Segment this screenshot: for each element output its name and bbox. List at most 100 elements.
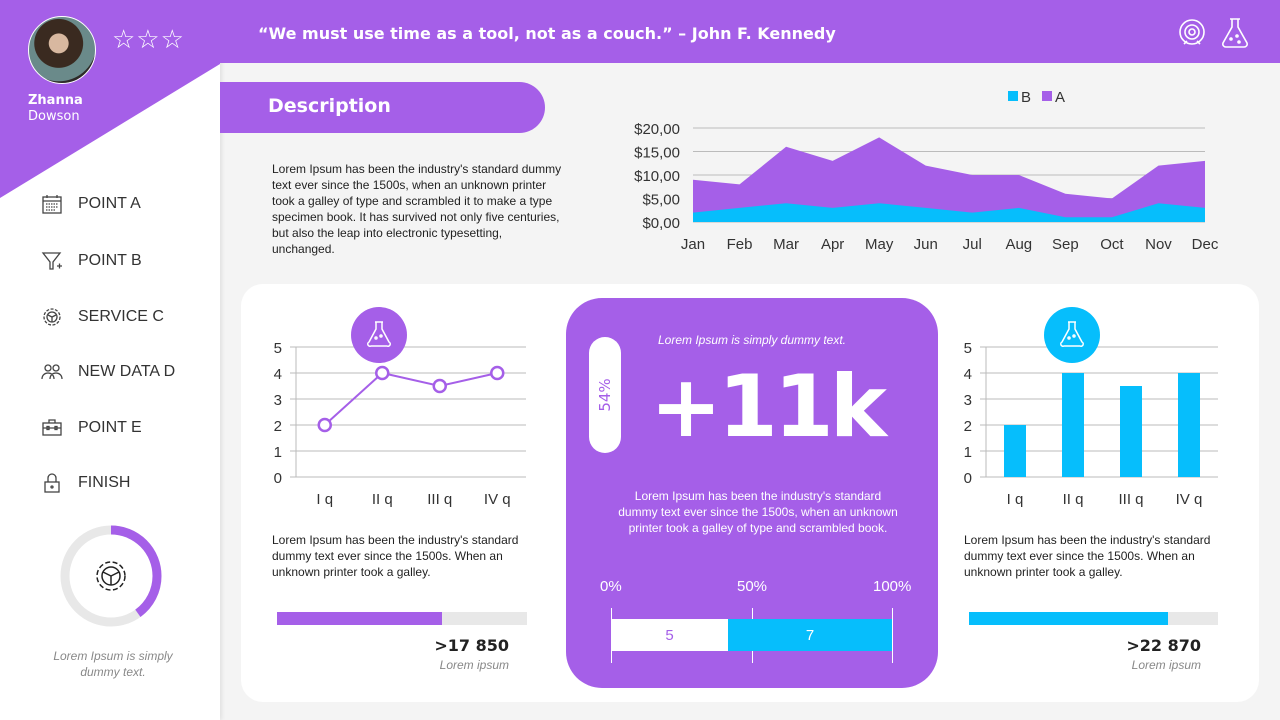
highlight-card: Lorem Ipsum is simply dummy text. 54% +1… — [566, 298, 938, 688]
y-tick-label: 3 — [964, 392, 972, 409]
progress-donut — [60, 525, 162, 627]
sidebar-item-label: FINISH — [78, 474, 131, 491]
flask-icon — [1060, 321, 1084, 347]
description-text: Lorem Ipsum has been the industry's stan… — [272, 162, 562, 256]
x-tick-label: Jun — [914, 236, 938, 253]
x-tick-label: Nov — [1145, 236, 1172, 253]
line-series — [324, 371, 498, 426]
flask-outline — [1060, 321, 1084, 347]
toolbox-icon — [42, 419, 62, 436]
y-tick-label: $0,00 — [642, 215, 680, 232]
flask-bubble — [1067, 336, 1071, 340]
sidebar-item-label: SERVICE C — [78, 308, 164, 325]
left-panel-caption: Lorem ipsum — [439, 658, 509, 672]
bar — [1062, 373, 1084, 477]
flask-outline — [367, 321, 391, 347]
data-point — [490, 365, 505, 381]
y-tick-label: 4 — [964, 366, 972, 383]
y-tick-label: 2 — [964, 418, 972, 435]
y-tick-label: $15,00 — [634, 145, 680, 162]
x-tick-label: May — [865, 236, 894, 253]
x-tick-label: Dec — [1192, 236, 1219, 253]
flask-bubble — [374, 336, 378, 340]
highlight-text: Lorem Ipsum has been the industry's stan… — [618, 489, 898, 535]
sidebar-item-new-data-d[interactable]: NEW DATA D — [40, 360, 175, 384]
scale-label-50: 50% — [737, 578, 768, 595]
sidebar-item-label: POINT E — [78, 419, 142, 436]
header-quote: “We must use time as a tool, not as a co… — [258, 24, 836, 43]
split-bar: 5 7 — [611, 619, 892, 651]
bar — [1178, 373, 1200, 477]
sidebar-item-label: POINT B — [78, 252, 142, 269]
highlight-subtitle: Lorem Ipsum is simply dummy text. — [657, 333, 847, 347]
x-tick-label: II q — [372, 491, 393, 508]
legend-label: A — [1055, 89, 1065, 106]
sidebar-item-point-b[interactable]: POINT B — [40, 249, 142, 273]
sidebar-item-label: POINT A — [78, 195, 141, 212]
sidebar-item-point-e[interactable]: POINT E — [40, 416, 142, 440]
scale-label-0: 0% — [600, 578, 622, 595]
description-title: Description — [220, 82, 545, 133]
left-panel-text: Lorem Ipsum has been the industry's stan… — [272, 533, 519, 579]
bar — [1004, 425, 1026, 477]
right-panel-value: >22 870 — [1126, 636, 1201, 655]
x-tick-label: Jul — [963, 236, 982, 253]
x-tick-label: II q — [1063, 491, 1084, 508]
target-icon[interactable] — [1176, 17, 1208, 49]
y-tick-label: 5 — [274, 340, 282, 357]
y-tick-label: 2 — [274, 418, 282, 435]
x-tick-label: Jan — [681, 236, 705, 253]
right-progress-bar — [969, 612, 1218, 625]
y-tick-label: 1 — [274, 444, 282, 461]
data-point — [432, 378, 447, 394]
line-chart: 0 1 2 3 4 5 I q II q III q IV q — [274, 307, 526, 508]
funnel-icon — [41, 252, 62, 270]
y-tick-label: 4 — [274, 366, 282, 383]
area-series-A — [693, 137, 1205, 222]
x-tick-label: III q — [427, 491, 452, 508]
right-panel-text: Lorem Ipsum has been the industry's stan… — [964, 533, 1211, 579]
x-tick-label: III q — [1118, 491, 1143, 508]
x-tick-label: Apr — [821, 236, 844, 253]
bar — [1120, 386, 1142, 477]
scale-label-100: 100% — [873, 578, 912, 595]
y-tick-label: $10,00 — [634, 168, 680, 185]
left-panel-value: >17 850 — [434, 636, 509, 655]
flask-badge — [351, 307, 407, 363]
x-tick-label: Mar — [773, 236, 799, 253]
y-tick-label: 5 — [964, 340, 972, 357]
area-chart: $0,00 $5,00 $10,00 $15,00 $20,00 Jan Feb Mar Apr… — [634, 89, 1219, 253]
profile-last-name: Dowson — [28, 109, 80, 124]
x-tick-label: Oct — [1100, 236, 1124, 253]
legend-swatch — [1042, 91, 1052, 101]
rating-stars: ☆☆☆ — [112, 24, 185, 54]
avatar — [28, 16, 96, 84]
x-tick-label: I q — [1007, 491, 1024, 508]
y-tick-label: 3 — [274, 392, 282, 409]
lock-icon — [44, 473, 60, 493]
sidebar-item-finish[interactable]: FINISH — [40, 471, 130, 495]
calendar-icon — [42, 195, 62, 214]
data-point — [317, 417, 332, 433]
flask-icon[interactable] — [1220, 17, 1250, 49]
steering-gear-icon — [96, 561, 126, 591]
sidebar-item-point-a[interactable]: POINT A — [40, 192, 141, 216]
y-tick-label: 0 — [274, 470, 282, 487]
y-tick-label: 0 — [964, 470, 972, 487]
split-segment-a: 5 — [611, 619, 729, 651]
y-tick-label: $5,00 — [642, 192, 680, 209]
users-icon — [41, 364, 63, 380]
flask-icon — [367, 321, 391, 347]
left-progress-bar — [277, 612, 527, 625]
right-panel-caption: Lorem ipsum — [1131, 658, 1201, 672]
bar-chart: 0 1 2 3 4 5 I q II q III q IV q — [964, 307, 1218, 508]
profile-first-name: Zhanna — [28, 93, 83, 108]
x-tick-label: I q — [316, 491, 333, 508]
split-segment-b: 7 — [728, 619, 892, 651]
highlight-number: +11k — [650, 357, 887, 457]
gear-icon — [43, 308, 61, 326]
donut-caption: Lorem Ipsum is simply dummy text. — [53, 649, 173, 679]
y-tick-label: $20,00 — [634, 121, 680, 138]
sidebar-item-service-c[interactable]: SERVICE C — [40, 305, 164, 329]
scale-tick — [892, 608, 893, 663]
